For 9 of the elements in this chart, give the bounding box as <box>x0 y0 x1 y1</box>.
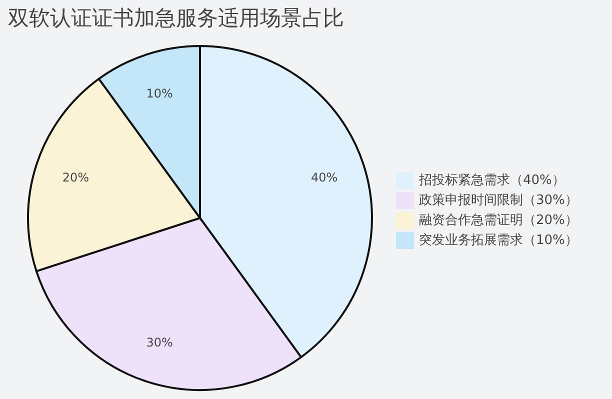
legend-label: 突发业务拓展需求（10%） <box>419 232 578 249</box>
data-label: 10% <box>146 86 173 101</box>
legend-label: 招投标紧急需求（40%） <box>419 172 565 189</box>
data-label: 20% <box>62 170 90 185</box>
chart-title: 双软认证证书加急服务适用场景占比 <box>8 5 344 32</box>
data-label: 40% <box>310 170 338 185</box>
legend-label: 政策申报时间限制（30%） <box>419 192 578 209</box>
data-label: 30% <box>146 335 173 350</box>
legend-label: 融资合作急需证明（20%） <box>419 212 578 229</box>
